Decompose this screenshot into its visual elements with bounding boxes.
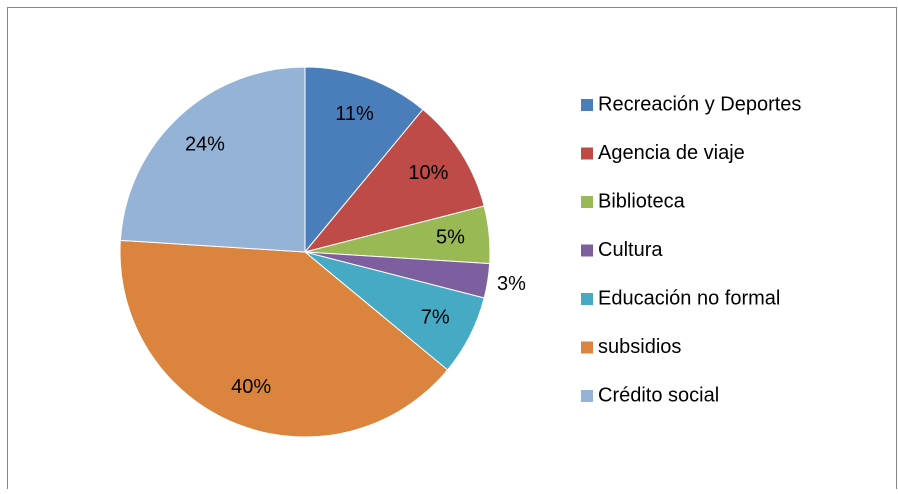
data-label: 5% <box>436 227 465 249</box>
legend-swatch <box>581 99 593 111</box>
legend-swatch <box>581 244 593 257</box>
legend-label: Crédito social <box>598 384 719 406</box>
legend-swatch <box>581 196 593 208</box>
data-label: 7% <box>421 307 450 329</box>
data-label: 10% <box>408 162 448 184</box>
data-label: 40% <box>231 376 271 398</box>
legend-label: Cultura <box>598 239 663 261</box>
legend-label: Recreación y Deportes <box>598 93 801 115</box>
legend-label: subsidios <box>598 336 681 358</box>
pie-slice <box>119 239 449 438</box>
legend-swatch <box>581 341 593 354</box>
data-label: 11% <box>335 103 374 125</box>
legend-swatch <box>581 390 593 402</box>
pie-slice <box>303 108 485 253</box>
legend-swatch <box>581 293 593 305</box>
legend-swatch <box>581 147 593 160</box>
data-label: 3% <box>497 273 526 295</box>
pie-slice <box>304 66 424 254</box>
legend-label: Biblioteca <box>598 190 686 212</box>
data-label: 24% <box>185 134 225 156</box>
pie-slice <box>119 66 306 253</box>
legend-label: Agencia de viaje <box>598 142 745 164</box>
legend-label: Educación no formal <box>598 287 780 309</box>
